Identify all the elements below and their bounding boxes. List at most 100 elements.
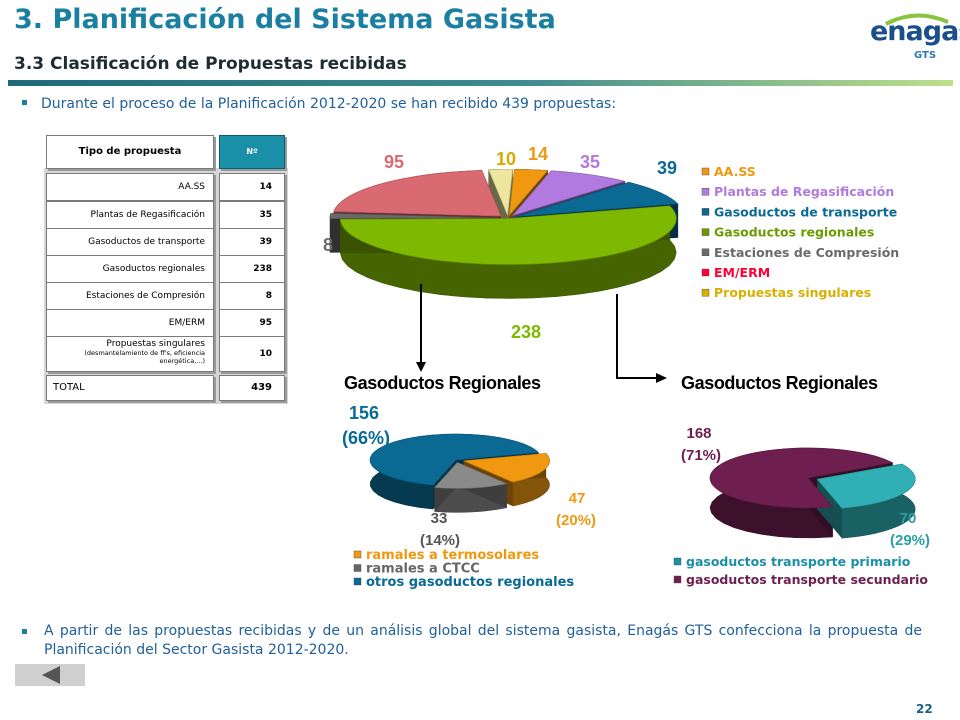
primario-wall <box>817 479 842 539</box>
legend-swatch <box>353 564 362 572</box>
legend-label: ramales a termosolares <box>366 548 539 563</box>
connector-arrows <box>416 284 667 383</box>
bullet-conclusion: A partir de las propuestas recibidas y d… <box>22 622 922 660</box>
data-label-emerm: 95 <box>384 152 404 172</box>
page-subtitle: 3.3 Clasificación de Propuestas recibida… <box>14 54 407 74</box>
legend-swatch <box>701 167 710 176</box>
legend-label: Propuestas singulares <box>714 285 871 300</box>
table-row-label-main: Propuestas singulares <box>106 339 205 349</box>
legend-label: AA.SS <box>714 164 756 179</box>
table-row-label: Propuestas singulares (desmantelamiento … <box>46 336 214 372</box>
logo-swoosh-icon <box>885 13 949 26</box>
data-label-otros: 156 <box>349 403 379 423</box>
table-row-value: 14 <box>219 173 285 201</box>
main-pie-chart: 14 35 39 238 8 95 10 <box>323 144 679 342</box>
data-label-secundario-pct: (71%) <box>681 447 721 464</box>
main-pie-legend: AA.SS Plantas de Regasificación Gasoductos… <box>701 164 899 300</box>
table-header-type: Tipo de propuesta <box>46 135 214 169</box>
legend-swatch <box>353 577 362 586</box>
regionales-slice <box>339 205 677 265</box>
page-title: 3. Planificación del Sistema Gasista <box>14 4 556 35</box>
legend-swatch <box>673 557 682 566</box>
transport-pie-chart: 168 (71%) 70 (29%) <box>681 425 930 549</box>
table-row-label: Plantas de Regasificación <box>46 201 214 229</box>
bullet-conclusion-text: A partir de las propuestas recibidas y d… <box>44 623 922 658</box>
table-header-count: Nº propuestas <box>219 135 285 188</box>
table-row-value: 10 <box>219 336 285 372</box>
secundario-slice <box>709 447 894 509</box>
legend-label: ramales a CTCC <box>366 562 480 577</box>
table-row-value: 8 <box>219 282 285 310</box>
table-row-label: Gasoductos regionales <box>46 255 214 283</box>
singulares-slice <box>488 168 513 216</box>
table-row-label: AA.SS <box>46 173 214 201</box>
data-label-singulares: 10 <box>496 149 516 169</box>
data-label-termosolares: 47 <box>569 490 586 507</box>
bullet-square-icon <box>22 99 27 105</box>
table-row-value: 35 <box>219 201 285 229</box>
aass-slice <box>508 168 549 217</box>
table-total-label: TOTAL <box>46 375 214 401</box>
legend-label: Estaciones de Compresión <box>714 245 899 260</box>
legend-label: gasoductos transporte secundario <box>686 572 928 587</box>
charts-svg: 14 35 39 238 8 95 10 AA.SS Plantas de Regasific… <box>323 144 930 590</box>
table-row-value: 39 <box>219 228 285 256</box>
page-number: 22 <box>916 702 933 716</box>
data-label-plantas: 35 <box>580 152 600 172</box>
arrow-right-icon <box>656 373 667 383</box>
legend-label: Gasoductos regionales <box>714 225 874 240</box>
primario-slice <box>816 463 916 509</box>
arrow-left-icon[interactable] <box>42 666 60 684</box>
data-label-secundario: 168 <box>686 425 711 442</box>
legend-swatch <box>701 188 710 196</box>
table-total-value: 439 <box>219 375 285 401</box>
data-label-primario-pct: (29%) <box>890 532 930 549</box>
bullet-intro-text: Durante el proceso de la Planificación 2… <box>41 96 617 112</box>
table-row-label: Estaciones de Compresión <box>46 282 214 310</box>
legend-swatch <box>701 248 710 257</box>
data-label-regionales: 238 <box>511 322 541 342</box>
bullet-square-icon <box>22 629 27 634</box>
ctcc-slice <box>433 462 508 489</box>
legend-label: gasoductos transporte primario <box>686 554 911 569</box>
legend-swatch <box>701 208 710 216</box>
legend-label: Gasoductos de transporte <box>714 204 897 219</box>
logo-wordmark: enagas <box>870 16 960 47</box>
legend-swatch <box>673 575 682 584</box>
section-title-regionales: Gasoductos Regionales <box>344 373 541 393</box>
transport-pie-legend: gasoductos transporte primario gasoductos… <box>673 554 928 587</box>
data-label-otros-pct: (66%) <box>342 428 390 448</box>
bullet-intro: Durante el proceso de la Planificación 2… <box>22 96 616 112</box>
table-row-label: EM/ERM <box>46 309 214 337</box>
compresion-slice <box>329 213 499 219</box>
data-label-aass: 14 <box>528 144 548 164</box>
plantas-slice <box>511 170 626 217</box>
legend-swatch <box>701 228 710 236</box>
legend-swatch <box>701 288 710 297</box>
data-label-ctcc: 33 <box>431 510 448 527</box>
data-label-compresion: 8 <box>323 235 333 255</box>
arrow-down-icon <box>416 362 426 372</box>
header-divider <box>8 80 953 86</box>
data-label-transporte: 39 <box>657 158 677 178</box>
transporte-slice <box>516 181 679 217</box>
table-row-label-note: (desmantelamiento de ff's, eficiencia en… <box>84 349 205 365</box>
legend-label: Plantas de Regasificación <box>714 184 894 199</box>
legend-swatch <box>353 550 362 559</box>
table-row-label: Gasoductos de transporte <box>46 228 214 256</box>
table-row-value: 95 <box>219 309 285 337</box>
regional-pie-chart: 156 (66%) 47 (20%) 33 (14%) <box>342 403 596 549</box>
emerm-slice <box>333 170 502 217</box>
otros-slice <box>369 433 540 486</box>
legend-label: EM/ERM <box>714 265 770 280</box>
enagas-logo: enagas GTS <box>870 12 960 68</box>
termosolares-slice <box>463 452 550 483</box>
data-label-primario: 70 <box>900 510 917 527</box>
data-label-termosolares-pct: (20%) <box>556 512 596 529</box>
table-row-value: 238 <box>219 255 285 283</box>
logo-sub: GTS <box>914 50 937 61</box>
legend-swatch <box>701 268 710 277</box>
legend-label: otros gasoductos regionales <box>366 575 574 590</box>
section-title-regionales-2: Gasoductos Regionales <box>681 373 878 393</box>
